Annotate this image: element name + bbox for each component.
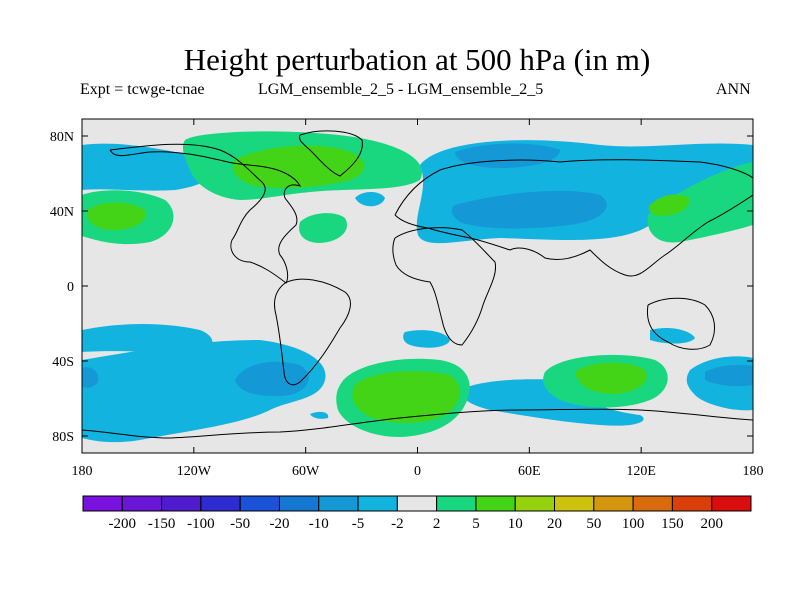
colorbar-label: -100	[187, 516, 215, 532]
contour-field	[82, 119, 753, 453]
colorbar-swatch	[318, 495, 359, 512]
coast-africa	[392, 227, 497, 346]
neg-mid-west-edge	[82, 367, 99, 388]
lat-tick-label: 40N	[50, 205, 74, 220]
lon-tick-label: 180	[72, 464, 93, 479]
neg-weak-atlantic-north	[355, 192, 385, 207]
colorbar-label: 2	[433, 516, 441, 532]
lon-tick-label: 60E	[518, 464, 541, 479]
coast-greenland	[299, 130, 363, 177]
lat-tick-label: 0	[67, 280, 74, 295]
colorbar-swatch	[632, 495, 673, 512]
season-label: ANN	[716, 81, 751, 98]
colorbar-label: 100	[622, 516, 645, 532]
colorbar-swatch	[514, 495, 556, 512]
lon-tick-label: 120E	[626, 464, 656, 479]
colorbar: -200 -150 -100 -50 -20 -10 -5 -2 2 5 10 20 50 100 150 2…	[82, 495, 752, 532]
colorbar-label: -5	[352, 516, 365, 532]
pos-weak-north-atlantic	[299, 213, 348, 243]
lat-tick-label: 80N	[50, 130, 74, 145]
plot-title: Height perturbation at 500 hPa (in m)	[183, 42, 651, 77]
colorbar-swatch	[554, 495, 595, 512]
pos-mid-south-atlantic	[352, 371, 460, 423]
lon-tick-label: 0	[414, 464, 421, 479]
colorbar-label: 20	[547, 516, 562, 532]
colorbar-swatch	[436, 495, 477, 512]
colorbar-label: -20	[269, 516, 289, 532]
colorbar-swatch	[161, 495, 202, 512]
lon-tick-label: 60W	[292, 464, 320, 479]
latitude-axis: 80N 40N 0 40S 80S	[50, 130, 753, 445]
coast-south-america	[273, 278, 351, 386]
colorbar-label: -150	[148, 516, 176, 532]
neg-weak-tasman	[650, 327, 695, 344]
lon-tick-label: 180	[743, 464, 764, 479]
experiment-label: Expt = tcwge-tcnae	[80, 81, 205, 98]
coast-eurasia	[394, 159, 753, 277]
colorbar-swatch	[239, 495, 280, 512]
coast-antarctica	[82, 408, 753, 439]
colorbar-label: 200	[700, 516, 723, 532]
lat-tick-label: 40S	[52, 355, 74, 370]
colorbar-swatch	[711, 495, 752, 512]
coast-australia	[646, 297, 716, 350]
colorbar-swatch	[200, 495, 241, 512]
neg-weak-so-band	[82, 324, 213, 352]
neg-weak-subantarctic	[310, 411, 329, 419]
colorbar-swatch	[593, 495, 634, 512]
pos-mid-south-indian	[575, 362, 647, 394]
longitude-axis: 180 120W 60W 0 60E 120E 180	[72, 119, 764, 479]
coast-north-america	[109, 143, 301, 284]
lon-tick-label: 120W	[177, 464, 212, 479]
colorbar-label: 5	[472, 516, 480, 532]
colorbar-label: 50	[586, 516, 601, 532]
neg-mid-eurasia	[451, 190, 607, 229]
lat-tick-label: 80S	[52, 430, 74, 445]
neg-mid-south-pacific	[235, 361, 309, 397]
pos-mid-greenland	[232, 145, 365, 188]
neg-weak-south-indian	[460, 379, 644, 426]
colorbar-label: -200	[109, 516, 137, 532]
colorbar-swatch	[82, 495, 123, 512]
neg-weak-south-atlantic	[403, 330, 450, 348]
colorbar-swatch	[121, 495, 163, 512]
ensemble-label: LGM_ensemble_2_5 - LGM_ensemble_2_5	[258, 81, 544, 98]
pos-mid-north-pacific	[87, 202, 146, 230]
coastlines	[82, 130, 753, 439]
colorbar-swatch	[278, 495, 320, 512]
colorbar-label: -50	[230, 516, 250, 532]
colorbar-swatch	[671, 495, 713, 512]
neg-weak-pacific-north	[82, 143, 216, 191]
neg-mid-southeast	[705, 364, 753, 387]
colorbar-label: 10	[508, 516, 523, 532]
pos-mid-nw-pacific	[648, 194, 690, 216]
colorbar-label: -10	[309, 516, 329, 532]
colorbar-swatch	[396, 495, 438, 512]
colorbar-label: -2	[391, 516, 404, 532]
colorbar-label: 150	[661, 516, 684, 532]
colorbar-swatch	[475, 495, 516, 512]
pos-weak-nw-pacific	[647, 162, 753, 243]
colorbar-swatch	[357, 495, 398, 512]
